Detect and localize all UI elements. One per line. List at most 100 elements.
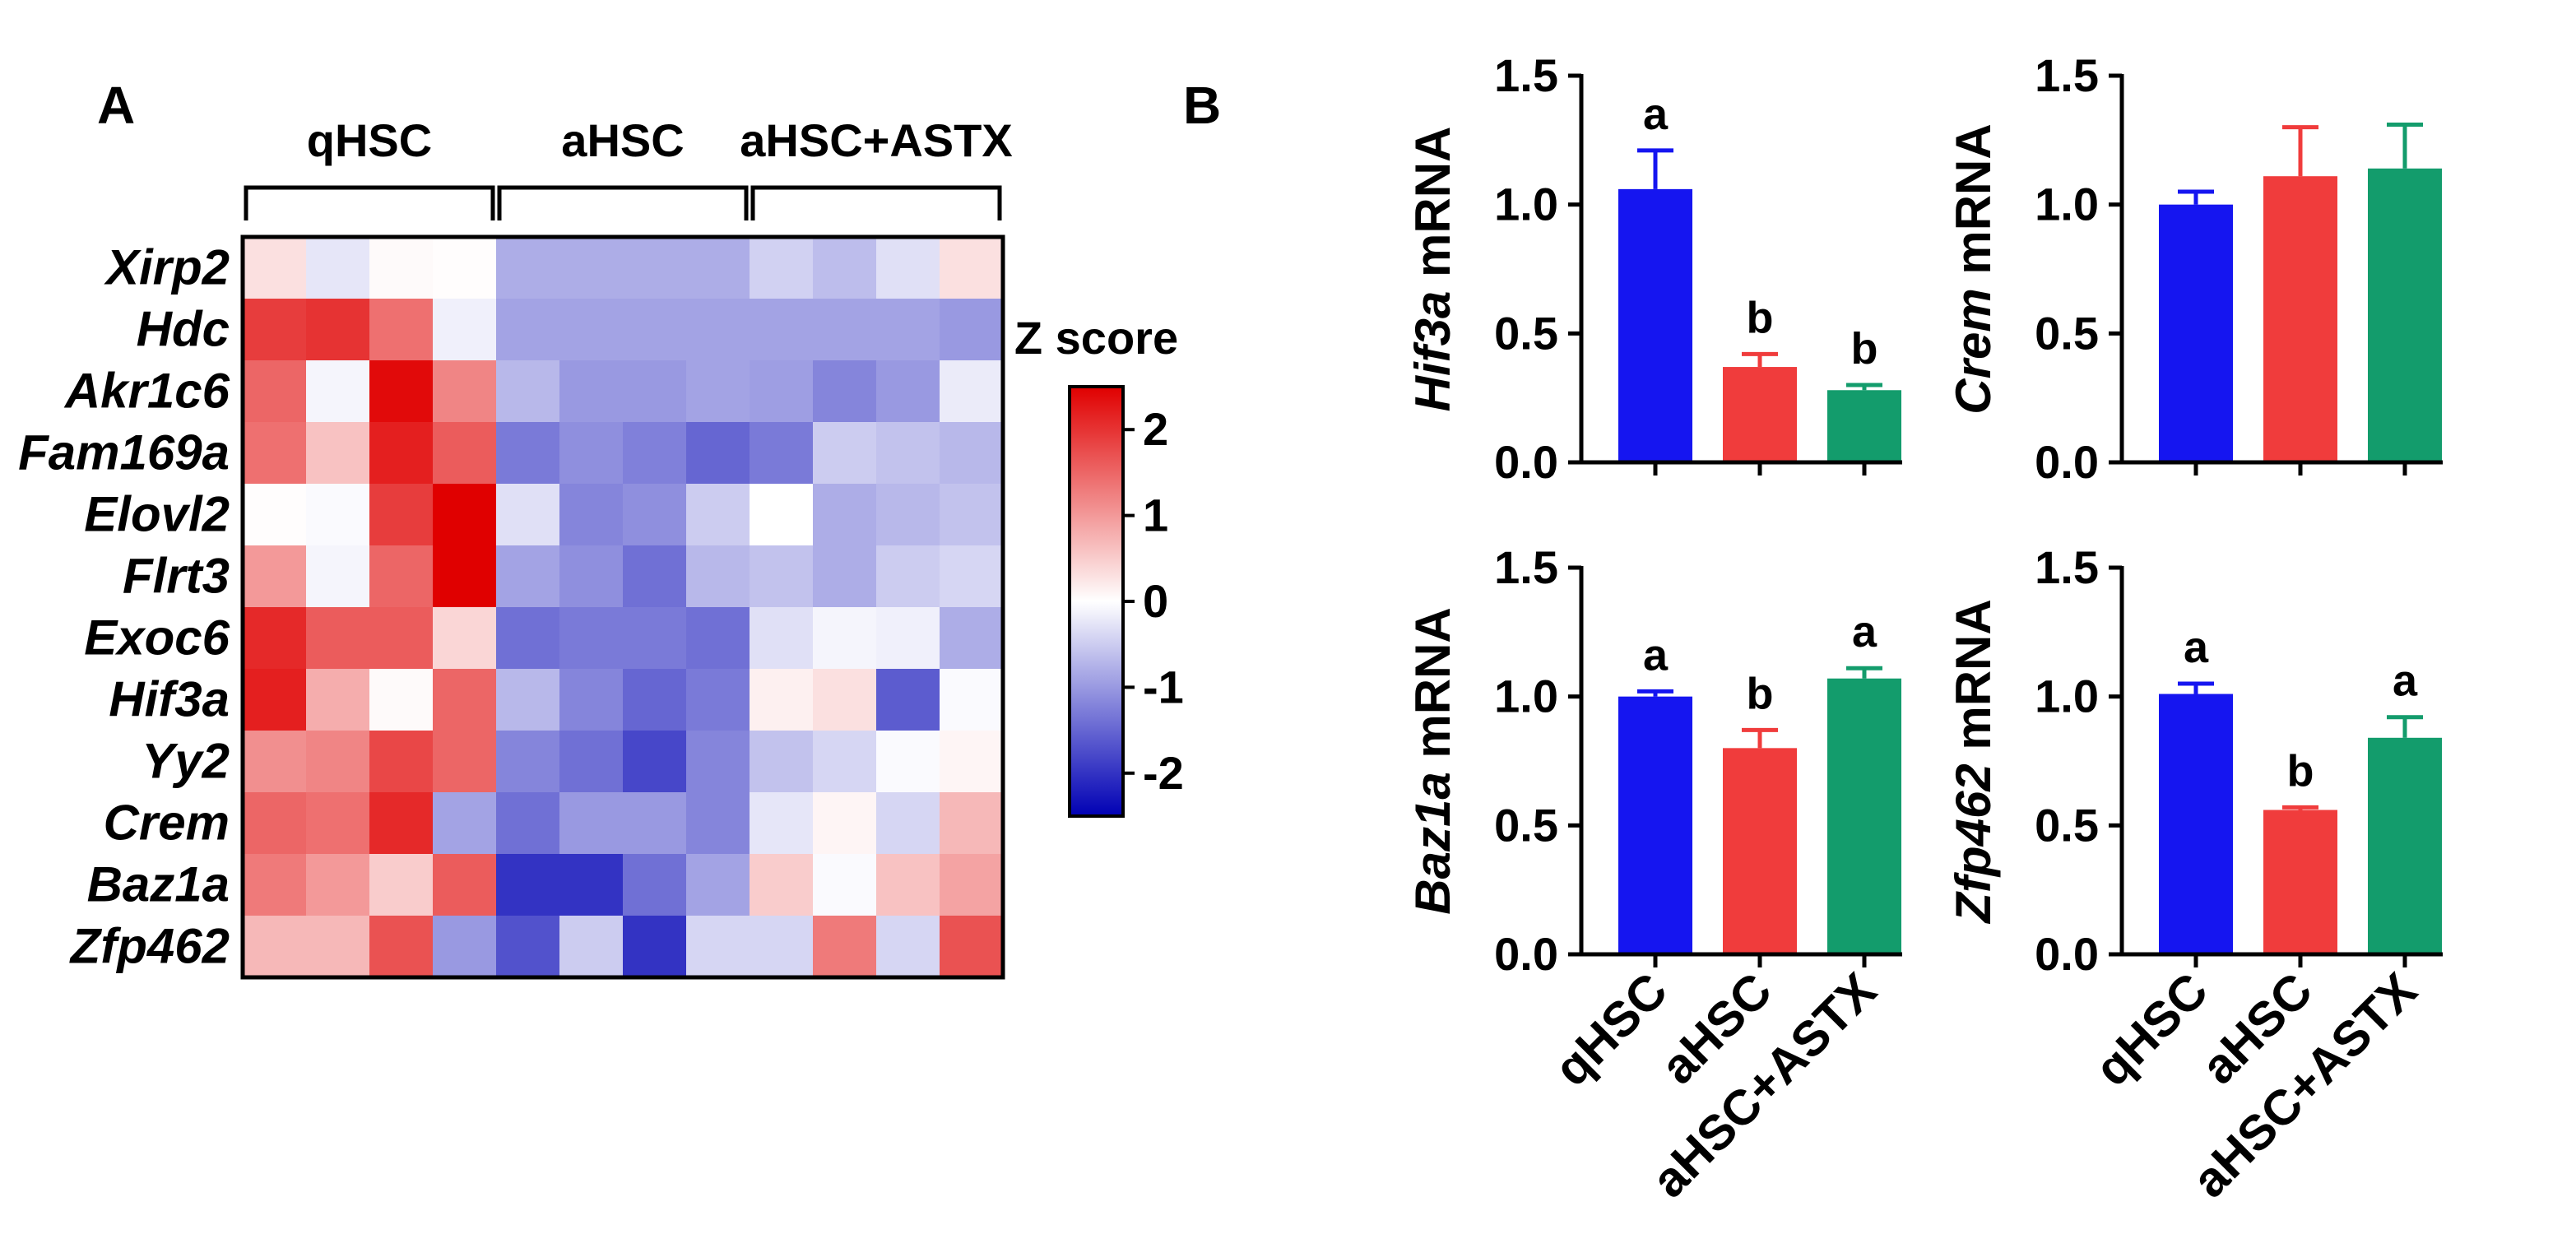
heatmap-cell — [306, 792, 370, 855]
heatmap-cell — [243, 484, 307, 546]
group-label: aHSC+ASTX — [740, 114, 1012, 166]
heatmap-cell — [369, 731, 434, 793]
heatmap-cell — [369, 237, 434, 299]
heatmap-cell — [369, 299, 434, 361]
bar — [1723, 367, 1797, 462]
heatmap-cell — [433, 916, 497, 978]
heatmap-cell — [940, 237, 1004, 299]
heatmap-cell — [686, 916, 750, 978]
gene-label: Xirp2 — [104, 240, 230, 295]
heatmap-cell — [876, 792, 940, 855]
heatmap-cell — [940, 669, 1004, 731]
heatmap-cell — [623, 792, 687, 855]
bar — [2263, 176, 2337, 462]
y-tick-label: 1.5 — [2035, 49, 2099, 101]
colorbar-tick-label: -1 — [1143, 661, 1184, 712]
heatmap-cell — [433, 545, 497, 608]
heatmap-cell — [496, 360, 560, 423]
heatmap-cell — [813, 484, 877, 546]
heatmap-cell — [876, 484, 940, 546]
heatmap-cell — [433, 237, 497, 299]
heatmap-cell — [750, 854, 814, 916]
colorbar-gradient — [1068, 385, 1125, 818]
y-tick-label: 1.0 — [1494, 179, 1558, 230]
colorbar-tick-label: 2 — [1143, 403, 1168, 455]
y-tick-label: 1.5 — [1494, 541, 1558, 593]
heatmap-cell — [369, 854, 434, 916]
heatmap-cell — [559, 299, 624, 361]
heatmap-cell — [813, 916, 877, 978]
heatmap-cell — [813, 545, 877, 608]
significance-letter: b — [2287, 746, 2314, 796]
gene-label: Flrt3 — [123, 549, 230, 604]
y-axis-label-suffix: mRNA — [1946, 123, 2001, 288]
heatmap-cell — [559, 669, 624, 731]
heatmap-cell — [559, 237, 624, 299]
heatmap-cell — [876, 607, 940, 670]
heatmap-cell — [306, 237, 370, 299]
heatmap-cell — [623, 916, 687, 978]
significance-letter: b — [1747, 293, 1774, 342]
heatmap-cell — [623, 360, 687, 423]
heatmap-cell — [623, 607, 687, 670]
colorbar-tick-label: 0 — [1143, 575, 1168, 627]
heatmap-cell — [623, 731, 687, 793]
heatmap-cell — [940, 916, 1004, 978]
y-tick-label: 0.5 — [1494, 799, 1558, 851]
heatmap-cell — [496, 545, 560, 608]
heatmap-cell — [369, 545, 434, 608]
group-bracket — [244, 185, 495, 220]
significance-letter: b — [1747, 669, 1774, 718]
y-axis-label: Baz1a mRNA — [1405, 607, 1460, 914]
colorbar: Z score 2 1 0 -1 -2 — [1014, 312, 1184, 818]
heatmap-cell — [813, 669, 877, 731]
heatmap-cell — [243, 669, 307, 731]
group-bracket — [497, 185, 749, 220]
gene-label: Fam169a — [18, 425, 230, 480]
heatmap-cell — [559, 360, 624, 423]
y-tick-label: 0.0 — [1494, 928, 1558, 980]
heatmap-cell — [686, 484, 750, 546]
heatmap-cell — [306, 607, 370, 670]
heatmap-cell — [876, 669, 940, 731]
y-axis-label-suffix: mRNA — [1946, 599, 2001, 763]
heatmap-cell — [369, 792, 434, 855]
heatmap-cell — [940, 422, 1004, 485]
significance-letter: a — [2184, 623, 2209, 672]
heatmap-cell — [306, 299, 370, 361]
heatmap-cell — [876, 731, 940, 793]
heatmap-cell — [876, 237, 940, 299]
bar-chart-crem: 0.0 0.5 1.0 1.5 Crem mRNA — [1946, 49, 2443, 488]
y-axis-label-gene: Hif3a — [1405, 291, 1460, 412]
bar — [2159, 694, 2233, 954]
heatmap-cell — [813, 422, 877, 485]
category-label: qHSC — [2084, 963, 2218, 1097]
heatmap-cell — [433, 422, 497, 485]
heatmap-cell — [623, 299, 687, 361]
bar — [1827, 678, 1901, 954]
heatmap-cell — [559, 545, 624, 608]
heatmap-cell — [940, 854, 1004, 916]
y-axis-label: Crem mRNA — [1946, 123, 2001, 414]
y-axis-label-gene: Baz1a — [1405, 772, 1460, 914]
heatmap-cell — [433, 607, 497, 670]
heatmap-cell — [496, 916, 560, 978]
bar-chart-hif3a: a b b 0.0 0.5 1.0 1.5 Hif3a mRNA — [1405, 49, 1902, 488]
heatmap-cell — [876, 545, 940, 608]
heatmap-cell — [813, 731, 877, 793]
gene-label: Hif3a — [109, 672, 230, 727]
heatmap-cell — [559, 484, 624, 546]
heatmap-cell — [559, 792, 624, 855]
bar — [1827, 390, 1901, 462]
heatmap-cell — [813, 607, 877, 670]
heatmap-cell — [559, 854, 624, 916]
heatmap-cell — [686, 237, 750, 299]
heatmap-cell — [813, 237, 877, 299]
colorbar-tick-label: -2 — [1143, 747, 1184, 799]
heatmap-cell — [433, 360, 497, 423]
heatmap-cell — [813, 360, 877, 423]
heatmap-cell — [433, 669, 497, 731]
